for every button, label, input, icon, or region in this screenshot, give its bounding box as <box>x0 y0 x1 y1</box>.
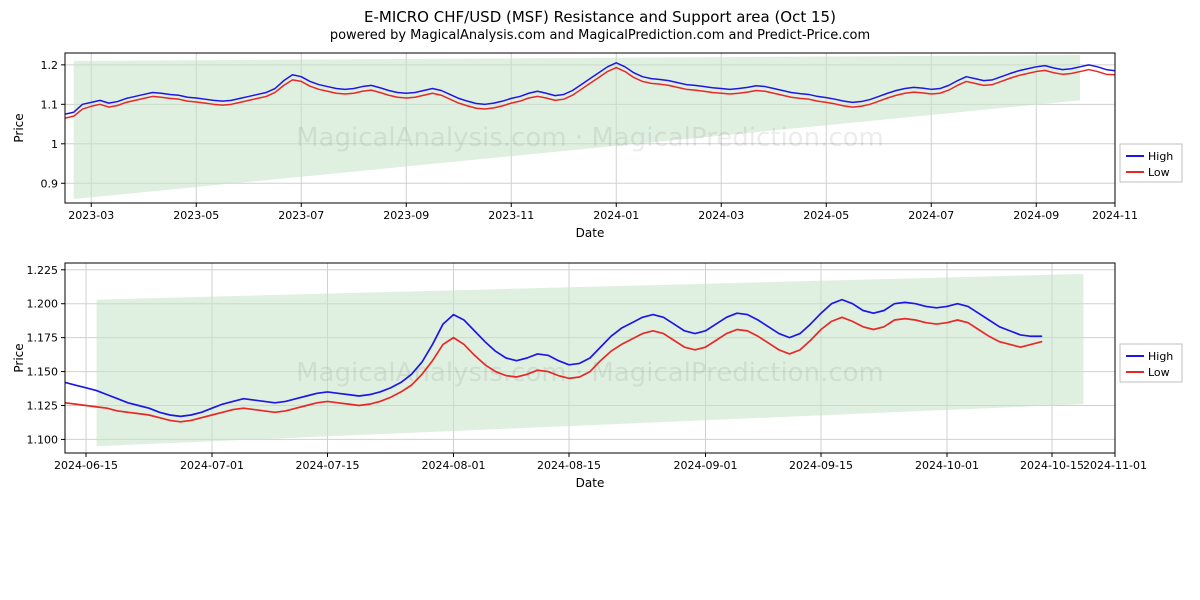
xtick-label: 2024-09-15 <box>789 459 853 472</box>
ytick-label: 1.125 <box>27 400 59 413</box>
xtick-label: 2024-08-01 <box>422 459 486 472</box>
y-axis-label: Price <box>12 113 26 142</box>
ytick-label: 1.175 <box>27 332 59 345</box>
legend-low: Low <box>1148 366 1170 379</box>
chart-subtitle: powered by MagicalAnalysis.com and Magic… <box>10 28 1190 43</box>
xtick-label: 2023-07 <box>278 209 324 222</box>
ytick-label: 1.150 <box>27 366 59 379</box>
legend-low: Low <box>1148 166 1170 179</box>
xtick-label: 2023-11 <box>488 209 534 222</box>
xtick-label: 2024-08-15 <box>537 459 601 472</box>
top-chart: MagicalAnalysis.com · MagicalPrediction.… <box>10 49 1190 259</box>
xtick-label: 2024-10-15 <box>1020 459 1084 472</box>
legend: High Low <box>1120 344 1182 382</box>
xtick-label: 2024-05 <box>803 209 849 222</box>
ytick-label: 1.200 <box>27 298 59 311</box>
legend-high: High <box>1148 150 1173 163</box>
xtick-label: 2024-07-01 <box>180 459 244 472</box>
xtick-label: 2024-03 <box>698 209 744 222</box>
y-axis-label: Price <box>12 343 26 372</box>
ytick-label: 0.9 <box>41 177 59 190</box>
xtick-label: 2024-07 <box>908 209 954 222</box>
xtick-label: 2024-06-15 <box>54 459 118 472</box>
xtick-label: 2024-07-15 <box>296 459 360 472</box>
xtick-label: 2024-10-01 <box>915 459 979 472</box>
xtick-label: 2023-09 <box>383 209 429 222</box>
xtick-label: 2024-09-01 <box>674 459 738 472</box>
xtick-label: 2024-01 <box>593 209 639 222</box>
ytick-label: 1 <box>51 138 58 151</box>
xtick-label: 2023-05 <box>173 209 219 222</box>
legend-high: High <box>1148 350 1173 363</box>
chart-title: E-MICRO CHF/USD (MSF) Resistance and Sup… <box>10 8 1190 26</box>
xtick-label: 2023-03 <box>68 209 114 222</box>
ytick-label: 1.1 <box>41 98 59 111</box>
watermark-text: MagicalAnalysis.com · MagicalPrediction.… <box>296 123 884 153</box>
xtick-label: 2024-11 <box>1092 209 1138 222</box>
bottom-chart: MagicalAnalysis.com · MagicalPrediction.… <box>10 259 1190 509</box>
x-axis-label: Date <box>576 226 605 240</box>
xtick-label: 2024-11-01 <box>1083 459 1147 472</box>
watermark-text: MagicalAnalysis.com · MagicalPrediction.… <box>296 358 884 388</box>
ytick-label: 1.100 <box>27 433 59 446</box>
xtick-label: 2024-09 <box>1013 209 1059 222</box>
x-axis-label: Date <box>576 476 605 490</box>
legend: High Low <box>1120 144 1182 182</box>
ytick-label: 1.2 <box>41 59 59 72</box>
ytick-label: 1.225 <box>27 264 59 277</box>
